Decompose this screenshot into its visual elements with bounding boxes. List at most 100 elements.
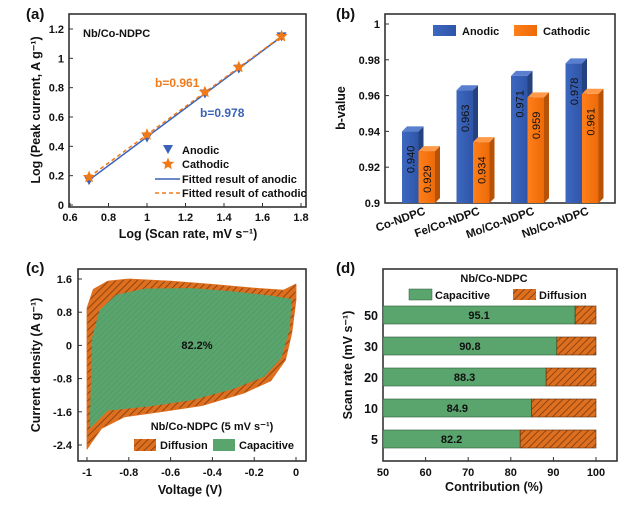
y-tick-label-b: 0.92 [359,162,380,174]
x-tick-label-c: -0.2 [245,467,264,479]
y-tick-label-d: 5 [371,433,378,447]
legend-diffusion-label-c: Diffusion [160,440,208,452]
y-axis-label-a: Log (Peak current, A g⁻¹) [29,36,43,183]
diffusion-bar [531,398,597,418]
plot-frame-c [77,268,307,462]
x-tick-label-c: -0.4 [203,467,223,479]
legend-diffusion-swatch-d [513,289,536,300]
legend-cathodic-label-b: Cathodic [543,26,590,38]
x-tick-label-d: 90 [547,467,559,479]
capacitive-bar-label: 95.1 [468,310,489,322]
x-tick-label-a: 1 [144,212,150,224]
legend-anodic-swatch [433,25,456,36]
bar-front [582,93,599,203]
diffusion-bar [545,367,597,387]
bar-front [511,75,528,203]
legend-anodic-label: Anodic [182,145,219,157]
x-tick-label-d: 100 [587,467,605,479]
capacitive-area [90,288,292,429]
sample-label-c: Nb/Co-NDPC (5 mV s⁻¹) [151,421,274,433]
anodic-bar-label: 0.940 [405,146,417,174]
x-tick-label-d: 80 [505,467,517,479]
cathodic-bar-label: 0.959 [531,112,543,140]
bar-top [456,85,478,91]
x-tick-label-c: -1 [82,467,92,479]
legend-cathodic-label: Cathodic [182,159,229,171]
x-tick-label-d: 50 [377,467,389,479]
cathodic-bar-label: 0.961 [585,108,597,136]
bar-front [473,142,490,203]
y-tick-label-c: -1.6 [53,407,72,419]
x-tick-label-d: 60 [419,467,431,479]
y-axis-label-b: b-value [334,86,348,130]
bar-top [527,92,549,98]
y-tick-label-c: -2.4 [53,440,73,452]
legend-capacitive-swatch-c [213,439,235,451]
legend-anodic-label-b: Anodic [462,26,499,38]
bar-front [565,63,582,203]
cathodic-bar [582,88,604,203]
plot-frame-a [68,13,307,208]
x-tick-label-c: 0 [293,467,299,479]
cathodic-point [198,85,212,98]
y-tick-label-a: 0 [58,200,64,212]
x-axis-label-a: Log (Scan rate, mV s⁻¹) [119,227,258,241]
legend-capacitive-label-c: Capacitive [239,440,294,452]
x-tick-label-c: -0.8 [119,467,138,479]
y-axis-label-c: Current density (A g⁻¹) [29,298,43,433]
y-tick-label-b: 0.9 [365,198,380,210]
cathodic-point [232,60,245,73]
legend-cathodic-swatch [514,25,537,36]
capacitive-bar-label: 88.3 [454,372,475,384]
anodic-bar-label: 0.978 [569,78,581,106]
bar-top [511,70,533,76]
star-icon [161,157,175,170]
x-tick-label-a: 1.2 [178,212,193,224]
bar-side [435,146,440,203]
x-tick-label-a: 0.8 [101,212,116,224]
cathodic-bar-label: 0.934 [476,156,488,184]
y-tick-label-b: 0.96 [359,91,380,103]
capacitive-bar-label: 82.2 [441,434,462,446]
legend-cathodic-marker [161,157,175,170]
y-tick-label-c: 0 [66,340,72,352]
legend-a: Anodic Cathodic Fitted result of anodic … [155,145,307,200]
cathodic-bar [527,92,549,203]
y-tick-label-d: 50 [364,309,378,323]
bar-top [402,126,424,132]
anodic-bar-label: 0.971 [514,90,526,118]
x-tick-label-a: 1.8 [293,212,308,224]
y-tick-label-a: 1 [58,53,64,65]
plot-frame-b [384,13,616,204]
y-tick-label-c: 1.6 [57,274,72,286]
panel-c-chart: Voltage (V) Current density (A g⁻¹) -1 -0… [29,268,307,497]
legend-capacitive-swatch-d [408,288,433,301]
cathodic-bar-label: 0.929 [422,165,434,193]
legend-capacitive-label-d: Capacitive [435,290,490,302]
y-tick-label-c: -0.8 [53,374,72,386]
y-tick-label-b: 0.98 [359,55,380,67]
bar-front [456,90,473,203]
bar-top [582,88,604,94]
panel-b-chart: b-value Anodic Cathodic 0.9 0.92 0.94 0.96 0… [334,13,616,241]
y-axis-label-d: Scan rate (mV s⁻¹) [341,311,355,420]
panel-label-d: (d) [336,260,355,277]
bar-top [565,58,587,64]
x-axis-label-d: Contribution (%) [445,480,543,494]
y-tick-label-d: 20 [364,371,378,385]
cathodic-point [82,170,96,183]
bar-top [418,146,440,152]
capacitive-bar-label: 90.8 [459,341,480,353]
diffusion-bar [574,305,597,325]
cathodic-b-label: b=0.961 [155,76,200,90]
bar-side [489,137,495,203]
y-tick-label-b: 1 [374,19,380,31]
fit-line-cathodic [88,35,283,178]
bar-top [473,137,495,143]
plot-frame-d [382,268,618,462]
diffusion-bar [556,336,597,356]
anodic-bar-label: 0.963 [460,104,472,132]
bar-front [402,131,419,203]
y-tick-label-c: 0.8 [57,307,72,319]
